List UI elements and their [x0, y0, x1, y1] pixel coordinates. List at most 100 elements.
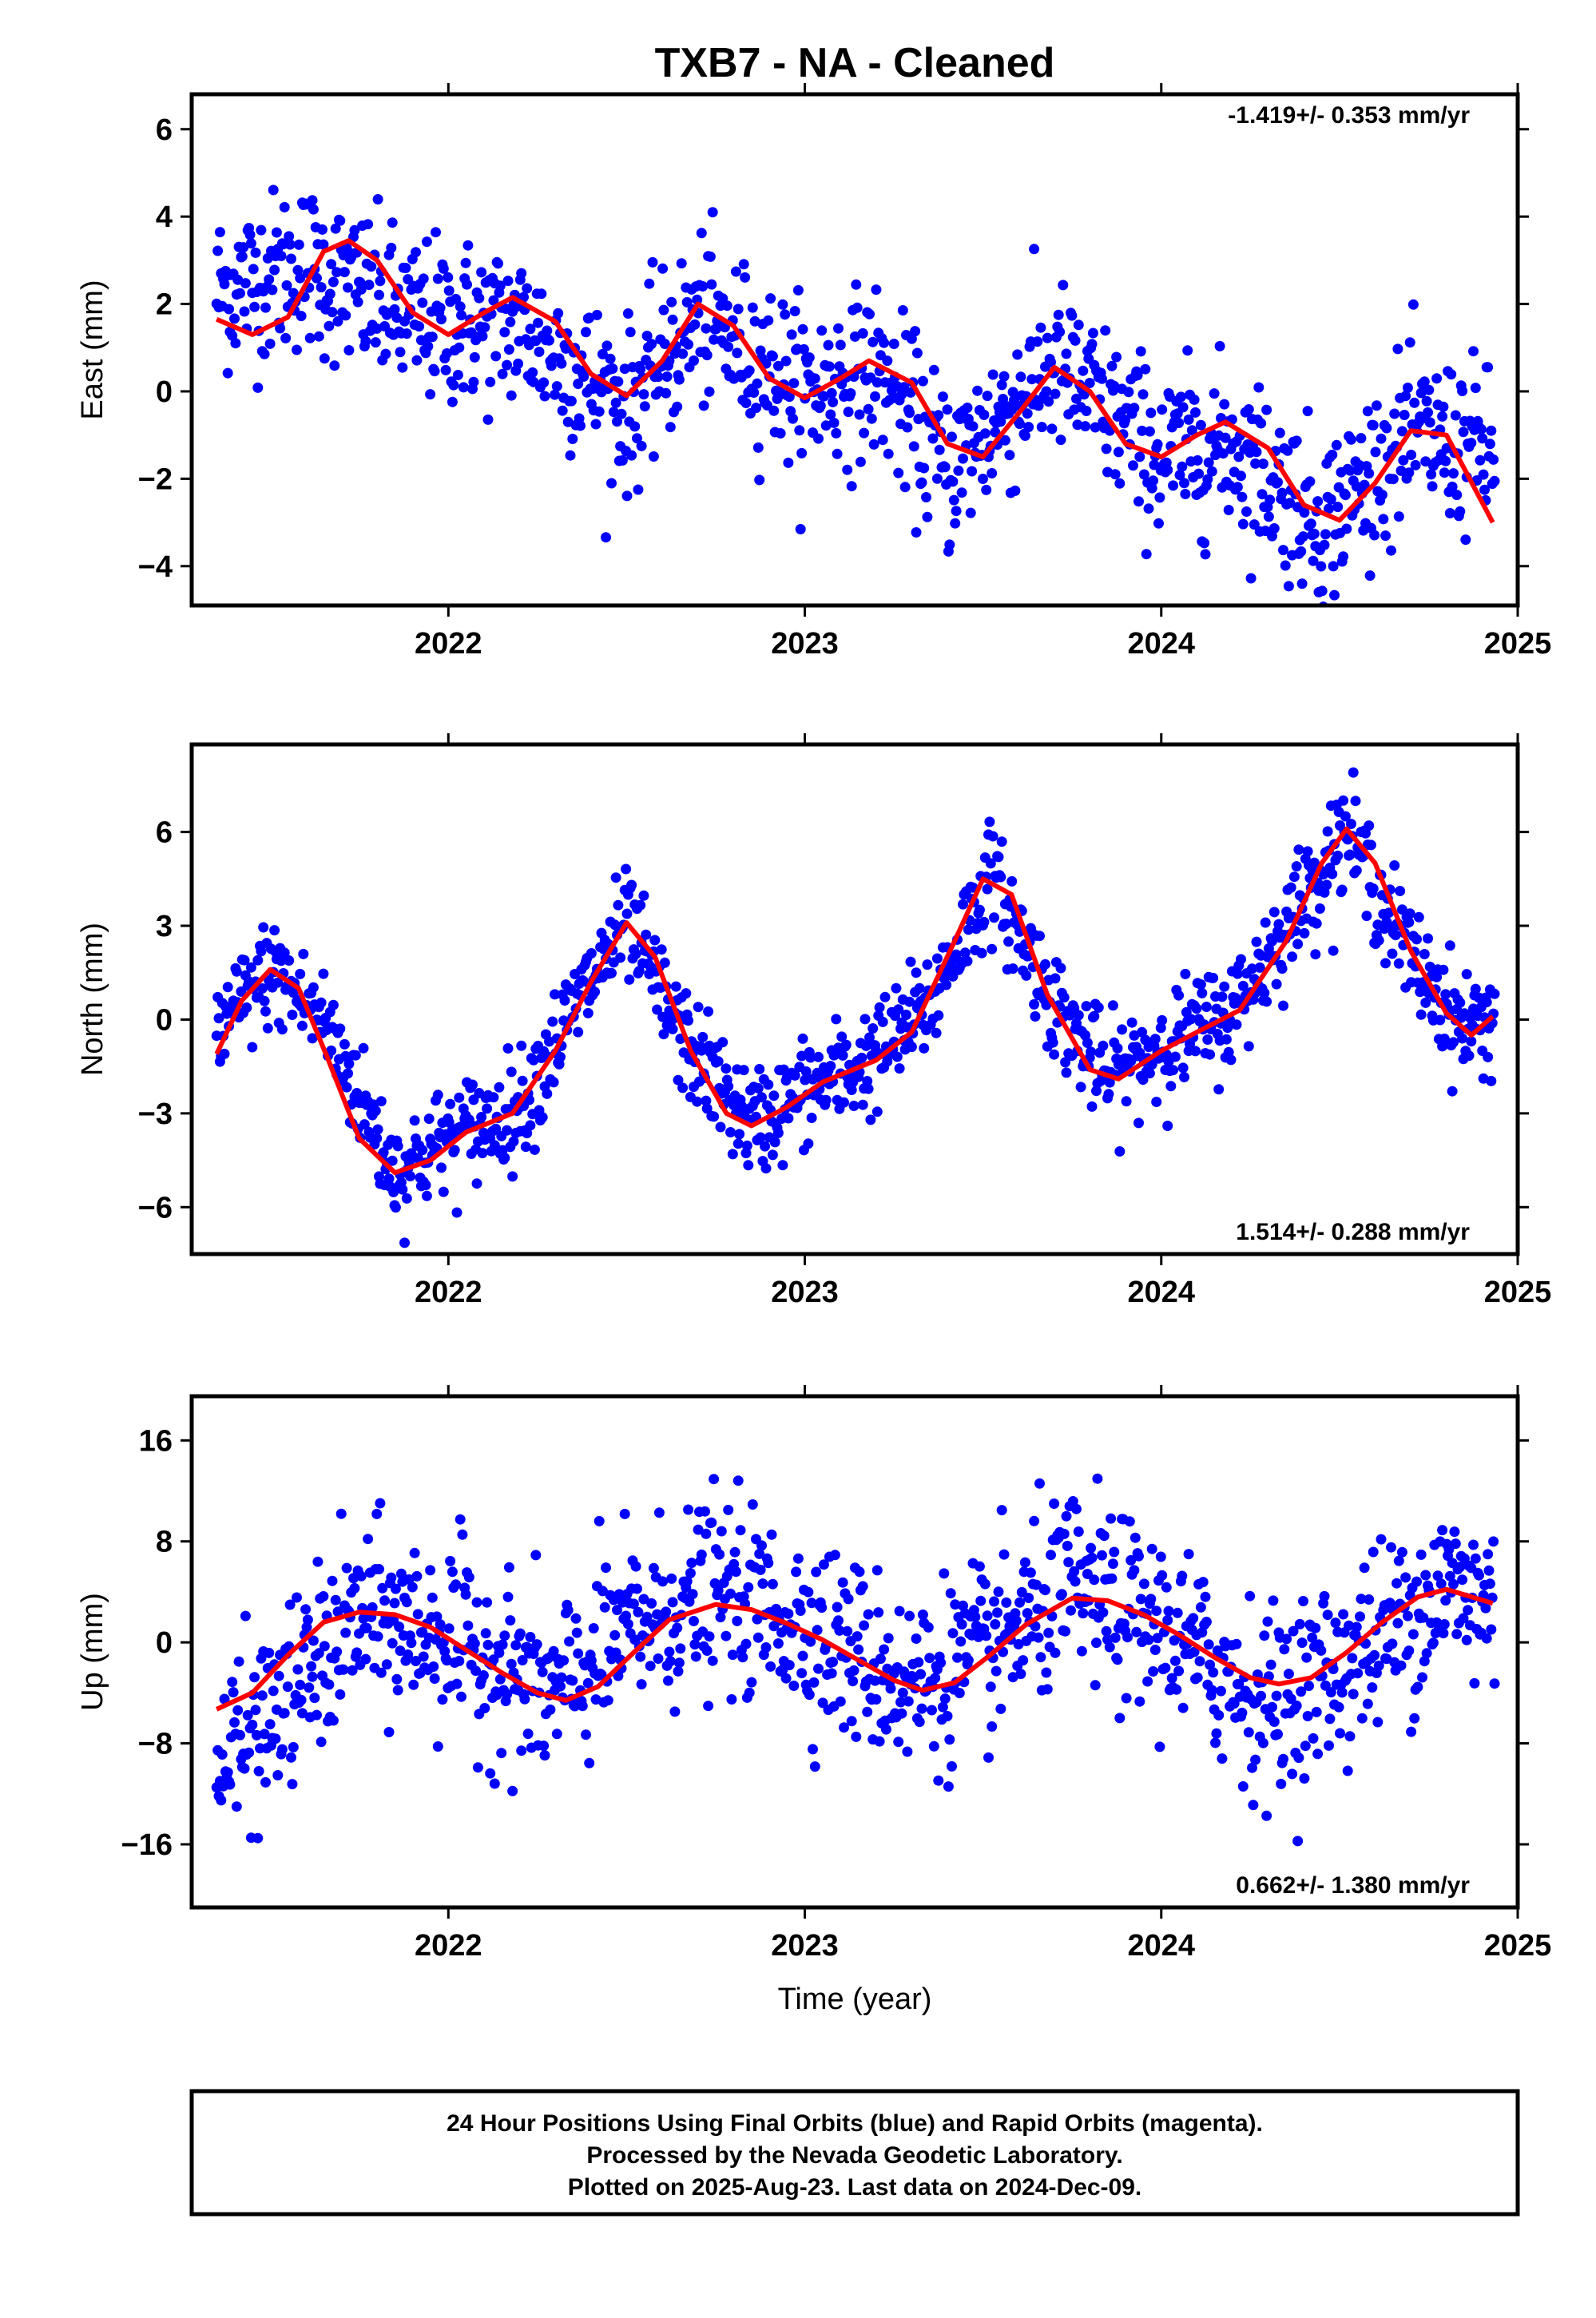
- up-point: [853, 1644, 864, 1655]
- up-point: [714, 1549, 725, 1560]
- up-point: [519, 1693, 530, 1705]
- up-point: [1030, 1579, 1042, 1590]
- up-point: [1060, 1625, 1071, 1637]
- up-point: [1256, 1690, 1267, 1701]
- up-point: [418, 1651, 429, 1662]
- north-x-tick-label: 2025: [1484, 1276, 1552, 1309]
- east-point: [411, 247, 421, 258]
- north-point: [1448, 1037, 1459, 1048]
- up-point: [335, 1508, 347, 1519]
- east-point: [1206, 466, 1217, 477]
- east-point: [443, 285, 455, 296]
- up-point: [897, 1687, 908, 1698]
- north-point: [1273, 919, 1284, 930]
- east-point: [1232, 482, 1243, 493]
- east-point: [503, 344, 514, 355]
- up-point: [361, 1622, 372, 1633]
- east-point: [797, 323, 808, 335]
- up-point: [239, 1763, 250, 1774]
- north-point: [1213, 1084, 1225, 1095]
- east-point: [557, 405, 568, 416]
- up-fit-line: [215, 1586, 1494, 1712]
- east-point: [245, 238, 256, 249]
- east-point: [308, 204, 319, 215]
- north-point: [933, 1010, 944, 1021]
- up-point: [1411, 1576, 1422, 1587]
- up-rate-label: 0.662+/- 1.380 mm/yr: [1236, 1872, 1470, 1899]
- east-point: [279, 201, 290, 212]
- up-point: [1173, 1665, 1185, 1677]
- east-point: [239, 306, 250, 317]
- east-point: [1042, 332, 1053, 343]
- up-point: [846, 1716, 857, 1727]
- up-point: [268, 1685, 279, 1697]
- north-point: [279, 947, 290, 959]
- up-point: [360, 1653, 371, 1665]
- north-point: [860, 1014, 871, 1025]
- up-point: [222, 1767, 233, 1778]
- up-point: [1022, 1608, 1033, 1619]
- up-point: [666, 1573, 677, 1584]
- east-point: [1175, 391, 1186, 403]
- up-point: [1268, 1595, 1279, 1606]
- up-point: [363, 1534, 374, 1545]
- east-point: [477, 331, 488, 342]
- up-point: [437, 1694, 448, 1705]
- up-point: [630, 1561, 641, 1572]
- up-point: [1302, 1711, 1313, 1721]
- east-point: [648, 451, 659, 462]
- east-point: [666, 296, 677, 308]
- up-point: [1110, 1632, 1121, 1643]
- east-point: [566, 395, 577, 407]
- up-point: [1010, 1615, 1022, 1626]
- east-point: [238, 242, 249, 253]
- east-point: [1014, 419, 1025, 430]
- east-point: [1106, 360, 1118, 371]
- north-point: [239, 955, 250, 966]
- east-point: [1189, 394, 1200, 405]
- north-point: [760, 1163, 772, 1174]
- east-point: [1250, 458, 1261, 469]
- east-point: [677, 348, 689, 359]
- up-point: [915, 1669, 927, 1680]
- north-point: [296, 1020, 308, 1031]
- north-point: [865, 1114, 876, 1125]
- east-point: [1426, 469, 1437, 480]
- north-point: [800, 1066, 812, 1077]
- east-point: [343, 345, 355, 355]
- east-point: [1253, 382, 1264, 393]
- up-point: [1387, 1638, 1398, 1649]
- east-point: [792, 284, 804, 296]
- east-point: [1427, 481, 1438, 492]
- north-point: [401, 1193, 412, 1204]
- up-point: [479, 1703, 490, 1713]
- up-point: [455, 1514, 466, 1525]
- north-point: [1439, 1034, 1450, 1044]
- east-point: [1101, 443, 1112, 454]
- east-point: [1263, 511, 1274, 522]
- up-point: [981, 1630, 992, 1641]
- east-point: [1316, 585, 1328, 597]
- east-point: [979, 409, 990, 420]
- east-point: [534, 347, 545, 357]
- up-point: [1188, 1613, 1199, 1624]
- up-point: [1203, 1639, 1214, 1650]
- up-point: [1474, 1570, 1484, 1581]
- east-point: [1144, 426, 1155, 437]
- up-point: [788, 1681, 800, 1691]
- east-point: [788, 413, 798, 424]
- east-point: [1409, 397, 1420, 408]
- up-point: [681, 1576, 693, 1587]
- up-point: [556, 1672, 567, 1683]
- up-point: [272, 1770, 284, 1780]
- up-point: [645, 1661, 656, 1672]
- east-point: [522, 283, 533, 294]
- east-point: [544, 335, 554, 346]
- up-point: [914, 1717, 925, 1728]
- up-point: [300, 1604, 312, 1615]
- east-point: [835, 339, 846, 351]
- up-point: [963, 1655, 974, 1666]
- north-point: [559, 995, 570, 1006]
- up-point: [1142, 1676, 1153, 1687]
- east-point: [922, 511, 933, 522]
